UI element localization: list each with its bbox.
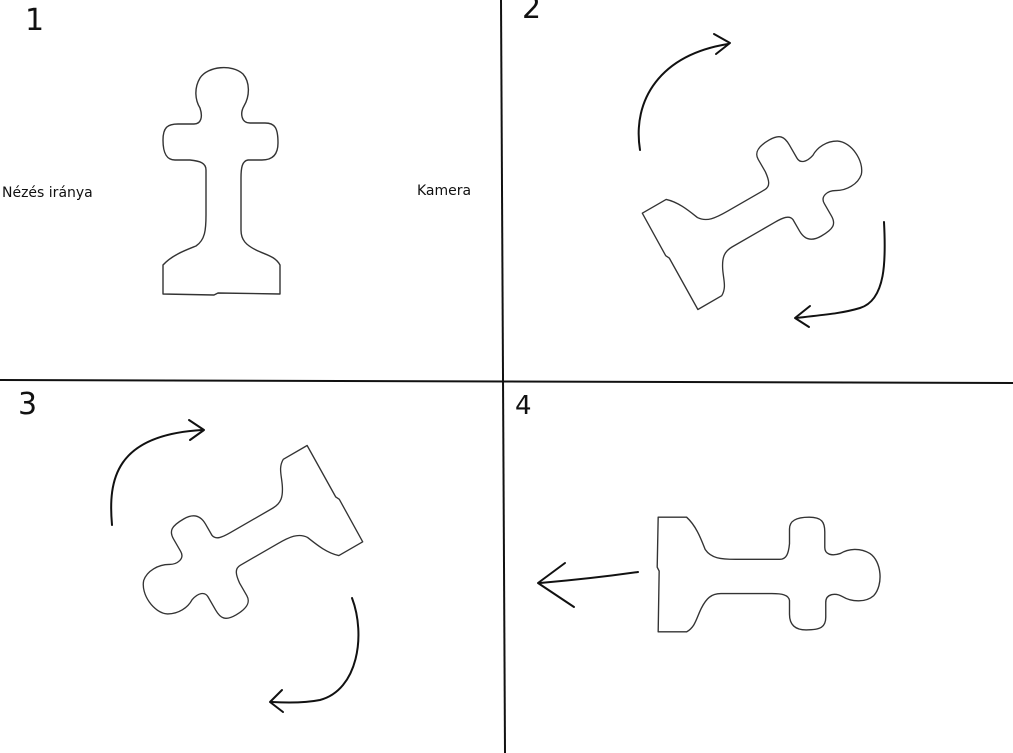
panel-number-2: 2 <box>522 0 541 26</box>
pawn-icon-panel-3 <box>120 444 365 650</box>
pawn-icon-panel-2 <box>640 105 885 311</box>
pawn-icon-panel-1 <box>162 66 281 296</box>
panel-number-1: 1 <box>25 3 44 38</box>
horizontal-divider <box>0 379 1013 384</box>
panel-number-4: 4 <box>515 391 532 421</box>
vertical-divider <box>500 0 506 753</box>
view-direction-label: Nézés iránya <box>2 185 93 201</box>
panel-number-3: 3 <box>18 387 37 422</box>
rotation-arrow-icon-panel-3-top <box>110 419 205 526</box>
rotation-arrow-icon-panel-2-bottom <box>794 221 886 328</box>
direction-arrow-icon-panel-4 <box>537 562 639 608</box>
camera-label: Kamera <box>417 183 472 199</box>
pawn-icon-panel-4 <box>656 516 881 633</box>
rotation-arrow-icon-panel-3-bottom <box>269 597 360 713</box>
rotation-arrow-icon-panel-2-top <box>637 33 731 151</box>
